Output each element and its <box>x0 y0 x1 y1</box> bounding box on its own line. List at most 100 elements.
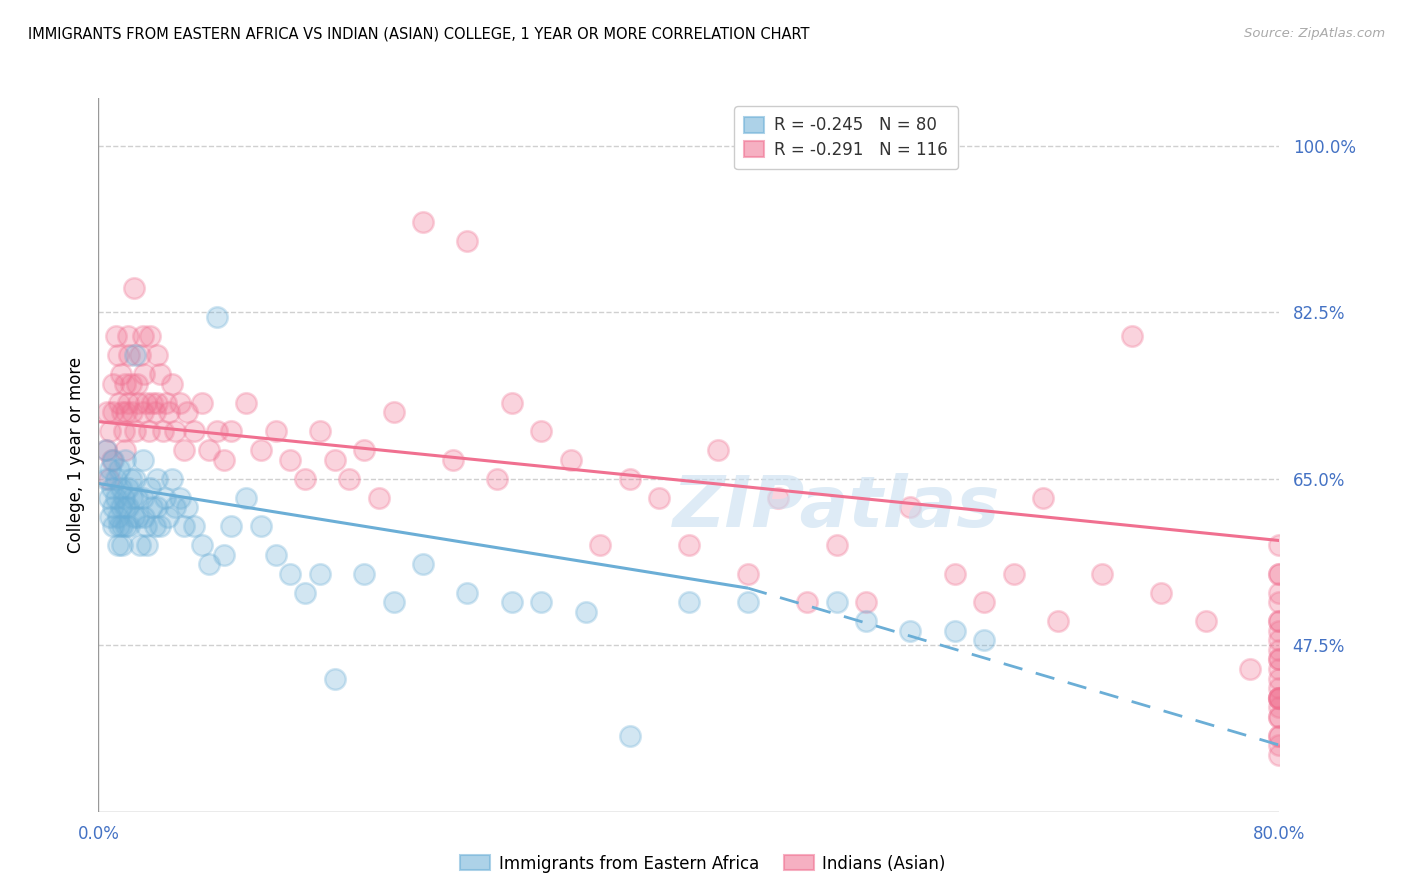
Point <box>278 566 302 581</box>
Point <box>943 566 966 581</box>
Point <box>124 348 146 362</box>
Point <box>132 452 155 467</box>
Point <box>1002 566 1025 581</box>
Point <box>132 405 155 419</box>
Text: ZIPatlas: ZIPatlas <box>673 473 1000 541</box>
Point <box>1150 586 1173 600</box>
Point <box>1268 652 1291 666</box>
Point <box>114 443 136 458</box>
Point <box>1268 690 1291 705</box>
Point <box>94 443 117 458</box>
Point <box>678 538 700 552</box>
Point <box>115 519 138 533</box>
Point <box>441 452 464 467</box>
Point <box>648 491 671 505</box>
Point <box>117 395 139 409</box>
Point <box>1091 566 1114 581</box>
Point <box>1268 709 1291 723</box>
Legend: R = -0.245   N = 80, R = -0.291   N = 116: R = -0.245 N = 80, R = -0.291 N = 116 <box>734 106 957 169</box>
Point <box>117 481 139 495</box>
Point <box>1268 662 1291 676</box>
Point <box>173 443 195 458</box>
Point <box>127 395 149 409</box>
Point <box>825 595 848 609</box>
Point <box>212 452 235 467</box>
Point <box>121 405 143 419</box>
Point <box>103 452 125 467</box>
Point <box>619 472 641 486</box>
Point <box>114 376 136 391</box>
Point <box>135 519 157 533</box>
Point <box>97 472 120 486</box>
Point <box>235 491 257 505</box>
Point <box>141 395 163 409</box>
Point <box>1268 538 1291 552</box>
Point <box>114 452 136 467</box>
Y-axis label: College, 1 year or more: College, 1 year or more <box>66 357 84 553</box>
Point <box>107 348 129 362</box>
Point <box>530 424 553 438</box>
Point <box>98 424 121 438</box>
Point <box>219 424 242 438</box>
Point <box>205 424 228 438</box>
Point <box>105 329 128 343</box>
Point <box>382 595 405 609</box>
Point <box>1268 643 1291 657</box>
Point <box>165 500 187 515</box>
Point <box>149 519 172 533</box>
Point <box>107 509 129 524</box>
Point <box>264 548 287 562</box>
Point <box>100 452 122 467</box>
Point <box>1268 672 1291 686</box>
Point <box>100 481 122 495</box>
Point <box>1032 491 1054 505</box>
Point <box>855 615 877 629</box>
Point <box>1268 586 1291 600</box>
Point <box>560 452 582 467</box>
Point <box>169 491 191 505</box>
Point <box>309 566 332 581</box>
Point <box>1268 566 1291 581</box>
Point <box>128 538 150 552</box>
Point <box>574 605 596 619</box>
Point <box>105 472 128 486</box>
Point <box>294 472 316 486</box>
Text: Source: ZipAtlas.com: Source: ZipAtlas.com <box>1244 27 1385 40</box>
Point <box>125 376 148 391</box>
Point <box>382 405 405 419</box>
Point <box>124 472 146 486</box>
Point <box>456 586 478 600</box>
Point <box>118 348 141 362</box>
Point <box>900 624 922 638</box>
Point <box>737 566 759 581</box>
Point <box>134 367 156 381</box>
Point <box>796 595 818 609</box>
Point <box>530 595 553 609</box>
Point <box>110 481 132 495</box>
Point <box>353 566 375 581</box>
Point <box>128 348 150 362</box>
Point <box>156 509 179 524</box>
Point <box>120 376 142 391</box>
Point <box>707 443 730 458</box>
Point <box>1268 633 1291 648</box>
Point <box>264 424 287 438</box>
Point <box>339 472 360 486</box>
Point <box>157 405 180 419</box>
Point <box>111 538 134 552</box>
Point <box>198 558 221 572</box>
Point <box>98 509 121 524</box>
Point <box>162 376 183 391</box>
Point <box>1268 566 1291 581</box>
Point <box>155 395 177 409</box>
Point <box>219 519 242 533</box>
Point <box>117 500 139 515</box>
Point <box>825 538 848 552</box>
Point <box>294 586 316 600</box>
Point <box>115 405 138 419</box>
Point <box>127 509 149 524</box>
Point <box>122 281 145 295</box>
Point <box>353 443 375 458</box>
Point <box>212 548 235 562</box>
Point <box>235 395 257 409</box>
